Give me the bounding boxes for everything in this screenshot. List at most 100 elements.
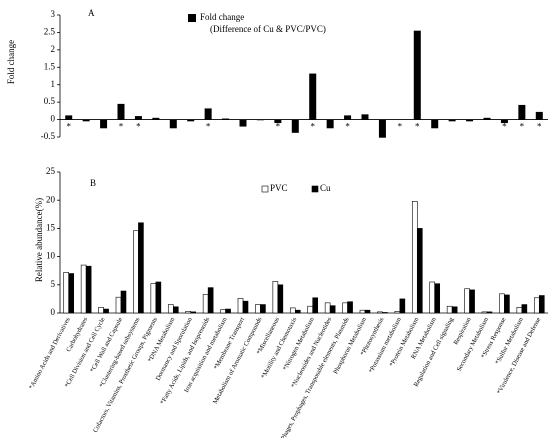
bar [277, 284, 284, 314]
significance-marker: * [415, 122, 420, 132]
significance-marker: * [136, 122, 141, 132]
y-tick-label: 5 [51, 279, 56, 289]
panel-title: B [90, 178, 96, 188]
panel-title: A [88, 8, 95, 18]
bar [377, 311, 383, 314]
significance-marker: * [293, 122, 298, 132]
legend-label: Cu [320, 183, 331, 193]
bar [103, 308, 109, 314]
bar [115, 296, 122, 314]
bar [535, 111, 543, 120]
bar [344, 115, 352, 120]
bar [329, 305, 336, 314]
bar [80, 264, 87, 314]
bar [256, 119, 264, 121]
x-tick-label: *Potassium metabolism [368, 316, 403, 374]
y-tick-label: 1 [51, 79, 56, 89]
bar [307, 305, 314, 314]
bar [481, 311, 488, 314]
bar [204, 108, 212, 120]
significance-marker: * [101, 122, 106, 132]
bar [429, 281, 436, 314]
significance-marker: * [310, 122, 315, 132]
x-tick-label: *Cell Wall and Capsule [89, 316, 124, 373]
y-tick-label: 0.5 [44, 96, 56, 106]
bar [342, 302, 348, 314]
bar [202, 294, 209, 314]
bar [190, 311, 197, 314]
bar [294, 309, 301, 314]
significance-marker: * [66, 122, 71, 132]
bar [312, 297, 319, 314]
significance-marker: * [398, 122, 403, 132]
bar [100, 119, 108, 129]
bar [172, 306, 179, 314]
bar [242, 300, 249, 314]
legend-swatch [188, 14, 196, 22]
legend-swatch [311, 185, 319, 193]
bar [274, 119, 282, 124]
bar [361, 114, 369, 120]
y-tick-label: 20 [46, 194, 56, 204]
bar [291, 119, 299, 133]
significance-marker: * [345, 122, 350, 132]
bar [225, 308, 231, 314]
y-axis-label: Fold change [6, 40, 16, 84]
bar [222, 118, 230, 120]
bar [434, 283, 441, 314]
legend-swatch [261, 185, 269, 193]
bar [500, 119, 508, 124]
x-tick-label: Secondary Metabolism [456, 316, 490, 372]
bar [483, 117, 491, 120]
bar [167, 304, 174, 314]
significance-marker: * [520, 122, 525, 132]
y-tick-label: 10 [46, 251, 56, 261]
bar [309, 73, 317, 120]
bar [469, 289, 475, 314]
y-tick-label: 0 [51, 307, 56, 317]
bar [237, 298, 244, 314]
significance-marker: * [276, 122, 281, 132]
bar [347, 301, 353, 314]
bar [169, 119, 177, 129]
bar [382, 312, 388, 314]
significance-marker: * [380, 122, 385, 132]
significance-marker: * [537, 122, 542, 132]
significance-marker: * [502, 122, 507, 132]
bar [255, 304, 261, 314]
bar [416, 228, 423, 314]
legend-label: PVC [270, 183, 288, 193]
bar [133, 230, 139, 314]
bar [187, 119, 195, 122]
y-tick-label: 2 [51, 44, 56, 54]
bar [464, 288, 470, 314]
bar [185, 311, 192, 314]
y-tick-label: 2.5 [44, 26, 56, 36]
bar [152, 117, 160, 120]
bar [411, 201, 418, 314]
significance-marker: * [119, 122, 124, 132]
significance-marker: * [328, 122, 333, 132]
significance-marker: * [241, 122, 246, 132]
bar [260, 304, 266, 314]
bar [448, 119, 456, 122]
bar [518, 104, 526, 120]
bar [486, 311, 493, 314]
bar [134, 116, 142, 120]
legend-note: (Difference of Cu & PVC/PVC) [210, 24, 326, 34]
bar [120, 290, 127, 314]
y-tick-label: 25 [46, 166, 56, 176]
bar [117, 103, 125, 120]
y-tick-label: 1.5 [44, 61, 56, 71]
bar [359, 309, 366, 314]
bar [63, 272, 70, 314]
bar [220, 309, 226, 314]
bar [466, 119, 474, 122]
bar [364, 309, 371, 314]
bar [65, 115, 73, 120]
bar [521, 304, 528, 314]
bar [138, 222, 144, 314]
y-axis-label: Relative abundance(%) [34, 198, 44, 282]
y-tick-label: 15 [46, 222, 56, 232]
